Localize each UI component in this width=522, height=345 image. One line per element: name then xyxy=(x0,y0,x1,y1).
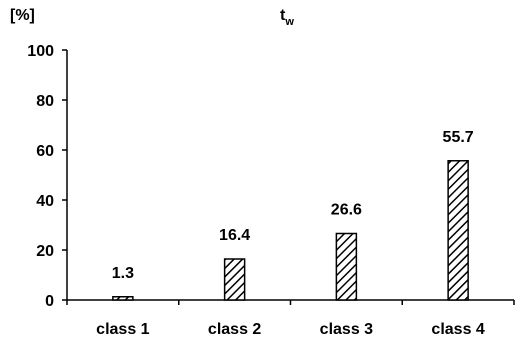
category-labels: class 1 class 2 class 3 class 4 xyxy=(96,321,485,338)
y-tick-label: 80 xyxy=(36,93,54,110)
bar xyxy=(112,296,134,301)
category-label: class 2 xyxy=(208,321,261,338)
chart-title-subscript: w xyxy=(284,16,294,28)
y-tick-label: 60 xyxy=(36,143,54,160)
chart-title: tw xyxy=(280,7,294,28)
y-tick-label: 100 xyxy=(27,43,54,60)
category-label: class 4 xyxy=(431,321,484,338)
data-label: 1.3 xyxy=(112,265,134,282)
bar xyxy=(335,232,358,301)
bar xyxy=(447,160,469,301)
bars xyxy=(112,160,469,301)
y-tick-label: 20 xyxy=(36,243,54,260)
y-tick-label: 0 xyxy=(45,293,54,310)
data-label: 26.6 xyxy=(331,202,362,219)
chart-title-main: t xyxy=(280,7,286,24)
bar xyxy=(223,258,246,301)
y-axis: 0 20 40 60 80 100 xyxy=(27,43,68,310)
y-axis-label: [%] xyxy=(10,7,35,24)
category-label: class 3 xyxy=(320,321,373,338)
category-label: class 1 xyxy=(96,321,149,338)
data-labels: 1.3 16.4 26.6 55.7 xyxy=(112,129,474,282)
y-tick-label: 40 xyxy=(36,193,54,210)
data-label: 55.7 xyxy=(443,129,474,146)
x-axis xyxy=(66,299,515,305)
data-label: 16.4 xyxy=(219,227,250,244)
